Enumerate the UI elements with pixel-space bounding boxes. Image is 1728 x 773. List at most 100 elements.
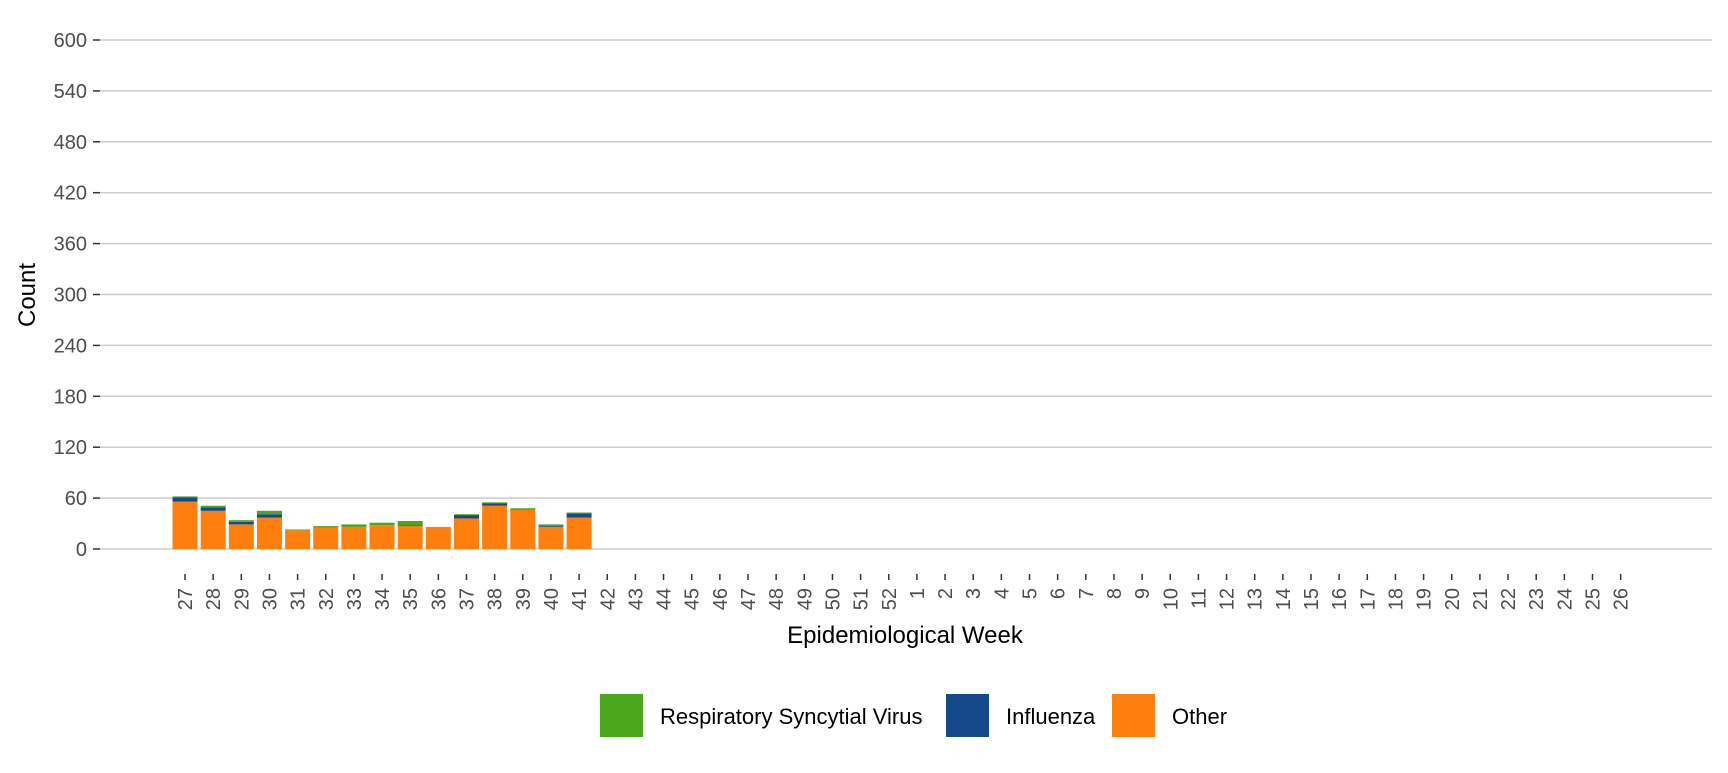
x-tick-label: 13 (1245, 588, 1267, 610)
x-tick-label: 52 (879, 588, 901, 610)
bar-segment-other-week-30 (256, 517, 282, 549)
bar-segment-other-week-36 (425, 526, 451, 549)
x-tick-label: 11 (1188, 588, 1210, 609)
x-tick-label: 2 (935, 588, 957, 599)
x-tick-label: 21 (1470, 588, 1492, 610)
bar-segment-respiratory-syncytial-virus-week-41 (566, 512, 592, 514)
bar-segment-respiratory-syncytial-virus-week-29 (228, 520, 254, 522)
x-tick-label: 45 (682, 588, 704, 610)
x-tick-label: 17 (1357, 588, 1379, 610)
bar-segment-respiratory-syncytial-virus-week-31 (285, 529, 311, 531)
x-tick-label: 51 (851, 588, 873, 610)
bar-segment-influenza-week-27 (172, 497, 198, 502)
x-axis: 27 28 29 30 31 32 33 34 35 36 37 38 39 40 41 42 43 44 45 46… (175, 574, 1633, 610)
y-tick-label: 540 (54, 81, 87, 103)
bar-segment-other-week-32 (313, 527, 339, 549)
x-tick-label: 39 (513, 588, 535, 610)
bar-segment-other-week-40 (538, 526, 564, 549)
bar-segment-other-week-28 (200, 510, 226, 549)
bar-segment-respiratory-syncytial-virus-week-38 (482, 502, 508, 504)
bar-segment-other-week-39 (510, 509, 536, 549)
x-tick-label: 14 (1273, 588, 1295, 610)
bar-segment-respiratory-syncytial-virus-week-30 (256, 510, 282, 515)
y-tick-label: 0 (76, 539, 87, 561)
legend-label: Respiratory Syncytial Virus (660, 704, 922, 729)
x-tick-label: 23 (1526, 588, 1548, 610)
x-tick-label: 3 (963, 588, 985, 599)
y-tick-label: 480 (54, 132, 87, 154)
x-tick-label: 47 (738, 588, 760, 610)
legend-label: Influenza (1006, 704, 1096, 729)
x-tick-label: 35 (400, 588, 422, 610)
x-tick-label: 4 (991, 588, 1013, 599)
bar-segment-other-week-34 (369, 525, 395, 549)
bar-segment-respiratory-syncytial-virus-week-27 (172, 496, 198, 498)
x-tick-label: 25 (1583, 588, 1605, 610)
bar-segment-other-week-41 (566, 517, 592, 549)
x-tick-label: 36 (428, 588, 450, 610)
bar-segment-influenza-week-37 (454, 515, 479, 519)
bar-segment-respiratory-syncytial-virus-week-33 (341, 524, 367, 527)
x-tick-label: 27 (175, 588, 197, 610)
x-tick-label: 43 (625, 588, 647, 610)
x-tick-label: 6 (1048, 588, 1070, 599)
x-tick-label: 10 (1160, 588, 1182, 610)
y-tick-label: 180 (54, 386, 87, 408)
legend-swatch-influenza (946, 694, 989, 737)
x-axis-title: Epidemiological Week (787, 622, 1024, 649)
x-tick-label: 44 (654, 588, 676, 610)
x-tick-label: 30 (259, 588, 281, 610)
bar-segment-other-week-27 (172, 501, 198, 549)
y-tick-label: 360 (54, 234, 87, 256)
x-tick-label: 24 (1554, 588, 1576, 610)
x-tick-label: 16 (1329, 588, 1351, 610)
x-tick-label: 50 (822, 588, 844, 610)
gridlines (100, 39, 1712, 550)
bar-segment-other-week-35 (397, 526, 423, 549)
x-tick-label: 34 (372, 588, 394, 610)
x-tick-label: 49 (794, 588, 816, 610)
bars (172, 496, 592, 549)
y-tick-label: 60 (65, 488, 87, 510)
x-tick-label: 42 (597, 588, 619, 610)
bar-segment-influenza-week-28 (200, 507, 226, 511)
y-axis: 0 60 120 180 240 300 360 420 480 540 600 (54, 30, 100, 561)
bar-segment-respiratory-syncytial-virus-week-32 (313, 526, 339, 528)
bar-segment-other-week-33 (341, 526, 367, 549)
legend-swatch-other (1112, 694, 1155, 737)
bar-segment-respiratory-syncytial-virus-week-39 (510, 508, 536, 510)
x-tick-label: 12 (1217, 588, 1239, 610)
bar-segment-influenza-week-30 (256, 514, 282, 518)
x-tick-label: 33 (344, 588, 366, 610)
x-tick-label: 29 (231, 588, 253, 610)
y-axis-title: Count (14, 263, 41, 327)
bar-segment-respiratory-syncytial-virus-week-35 (397, 521, 423, 526)
bar-segment-influenza-week-38 (482, 503, 508, 506)
y-tick-label: 420 (54, 183, 87, 205)
x-tick-label: 18 (1385, 588, 1407, 610)
bar-segment-influenza-week-40 (538, 526, 564, 527)
x-tick-label: 9 (1132, 588, 1154, 599)
x-tick-label: 19 (1414, 588, 1436, 610)
x-tick-label: 48 (766, 588, 788, 610)
y-tick-label: 300 (54, 285, 87, 307)
x-tick-label: 37 (457, 588, 479, 610)
x-tick-label: 46 (710, 588, 732, 610)
bar-segment-other-week-29 (228, 524, 254, 549)
bar-segment-other-week-31 (285, 530, 311, 549)
bar-segment-respiratory-syncytial-virus-week-34 (369, 522, 395, 526)
x-tick-label: 15 (1301, 588, 1323, 610)
y-tick-label: 120 (54, 437, 87, 459)
x-tick-label: 28 (203, 588, 225, 610)
x-tick-label: 22 (1498, 588, 1520, 610)
x-tick-label: 41 (569, 588, 591, 610)
x-tick-label: 26 (1611, 588, 1633, 610)
y-tick-label: 600 (54, 30, 87, 52)
x-tick-label: 8 (1104, 588, 1126, 599)
bar-segment-respiratory-syncytial-virus-week-37 (454, 514, 479, 516)
x-tick-label: 38 (485, 588, 507, 610)
x-tick-label: 1 (907, 588, 929, 599)
x-tick-label: 5 (1020, 588, 1042, 599)
